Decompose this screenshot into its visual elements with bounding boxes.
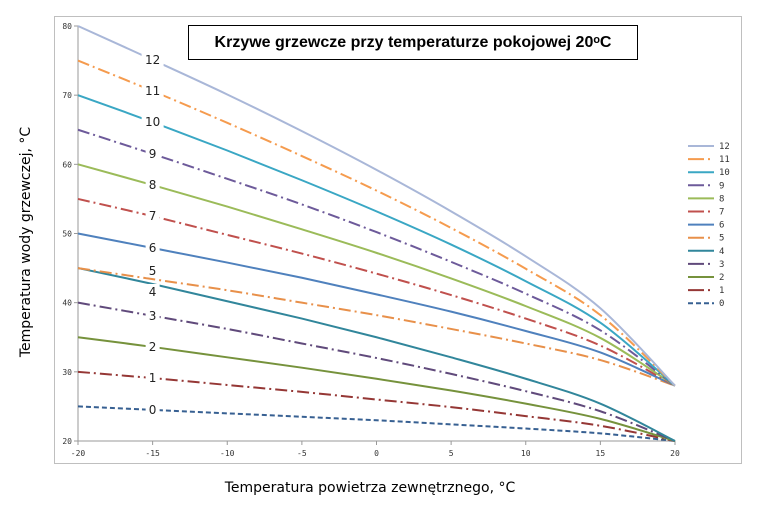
curve-label-bg xyxy=(141,51,164,66)
x-tick-label: 20 xyxy=(670,449,680,458)
legend-label-2: 2 xyxy=(719,273,724,283)
curve-label-bg xyxy=(145,338,160,353)
x-tick-label: 0 xyxy=(374,449,379,458)
curve-label-3: 3 xyxy=(149,309,157,323)
curve-label-bg xyxy=(145,370,160,385)
curve-label-bg xyxy=(145,208,160,223)
y-tick-label: 30 xyxy=(62,368,72,377)
curve-label-bg xyxy=(145,283,160,298)
legend-label-8: 8 xyxy=(719,194,724,204)
legend-label-12: 12 xyxy=(719,142,730,152)
curve-label-bg xyxy=(141,83,164,98)
series-line-12 xyxy=(77,25,676,387)
curve-label-8: 8 xyxy=(149,178,157,192)
series-line-0 xyxy=(77,405,676,442)
curve-label-bg xyxy=(145,177,160,192)
series-line-2 xyxy=(77,336,676,442)
legend-label-6: 6 xyxy=(719,221,724,231)
curve-label-bg xyxy=(145,240,160,255)
legend-label-0: 0 xyxy=(719,299,724,309)
chart-frame xyxy=(54,16,742,464)
y-tick-label: 60 xyxy=(62,160,72,169)
series-line-10 xyxy=(77,94,676,387)
x-tick-label: -15 xyxy=(145,449,160,458)
curve-label-1: 1 xyxy=(149,371,157,385)
x-tick-label: -20 xyxy=(71,449,86,458)
y-tick-label: 40 xyxy=(62,299,72,308)
y-tick-label: 20 xyxy=(62,437,72,446)
x-axis-label: Temperatura powietrza zewnętrznego, °C xyxy=(224,480,516,496)
series-line-1 xyxy=(77,370,676,442)
series-line-6 xyxy=(77,232,676,387)
curve-label-2: 2 xyxy=(149,340,157,354)
x-tick-label: 15 xyxy=(596,449,606,458)
curve-label-7: 7 xyxy=(149,209,157,223)
legend-label-10: 10 xyxy=(719,168,730,178)
legend-label-5: 5 xyxy=(719,234,724,244)
legend-label-11: 11 xyxy=(719,155,730,165)
curve-label-bg xyxy=(145,263,160,278)
curve-label-bg xyxy=(141,114,164,129)
y-axis-label: Temperatura wody grzewczej, °C xyxy=(18,126,34,358)
legend-label-9: 9 xyxy=(719,181,724,191)
curve-label-5: 5 xyxy=(149,264,157,278)
series-line-8 xyxy=(77,163,676,387)
curve-label-4: 4 xyxy=(149,285,157,299)
x-tick-label: -10 xyxy=(220,449,235,458)
curve-label-0: 0 xyxy=(149,403,157,417)
curve-label-11: 11 xyxy=(145,84,160,98)
legend-label-1: 1 xyxy=(719,286,724,296)
y-tick-label: 70 xyxy=(62,91,72,100)
legend-label-7: 7 xyxy=(719,208,724,218)
series-line-11 xyxy=(77,59,676,387)
curve-label-10: 10 xyxy=(145,115,160,129)
curve-label-6: 6 xyxy=(149,241,157,255)
curve-label-9: 9 xyxy=(149,147,157,161)
x-tick-label: -5 xyxy=(297,449,307,458)
y-tick-label: 50 xyxy=(62,230,72,239)
series-line-4 xyxy=(77,267,676,442)
curve-label-bg xyxy=(145,307,160,322)
series-line-3 xyxy=(77,301,676,442)
legend-label-4: 4 xyxy=(719,247,724,257)
x-tick-label: 5 xyxy=(449,449,454,458)
x-tick-label: 10 xyxy=(521,449,531,458)
curve-label-bg xyxy=(145,401,160,416)
legend-label-3: 3 xyxy=(719,260,724,270)
series-line-5 xyxy=(77,267,676,387)
curve-label-12: 12 xyxy=(145,53,160,67)
chart-title: Krzywe grzewcze przy temperaturze pokojo… xyxy=(188,25,638,60)
curve-label-bg xyxy=(145,145,160,160)
y-tick-label: 80 xyxy=(62,22,72,31)
